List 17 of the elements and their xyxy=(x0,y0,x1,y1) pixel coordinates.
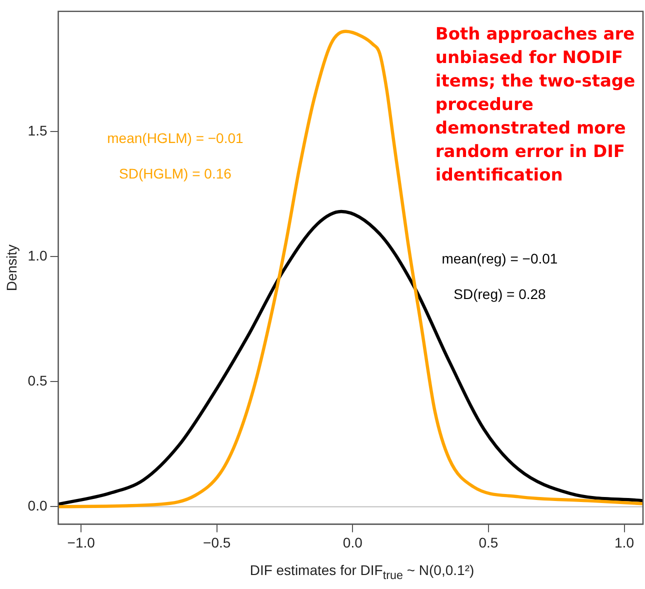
x-tick-label: 0.5 xyxy=(478,534,498,550)
x-axis-title: DIF estimates for DIF$_{true}$ ~ N(0,0.1²) xyxy=(248,562,476,582)
y-tick-label: 1.5 xyxy=(28,122,48,138)
x-tick-label: 1.0 xyxy=(614,534,634,550)
x-tick-label: −1.0 xyxy=(67,534,96,550)
line-series xyxy=(58,210,643,506)
y-tick-label: 1.0 xyxy=(28,247,48,264)
annotation: SD(reg) = 0.28 xyxy=(454,286,546,302)
annotation: Both approaches are unbiased for NODIF items; the two-stage procedure demonstrated more random error in DIF identification xyxy=(435,24,636,186)
y-tick-label: 0.0 xyxy=(28,498,48,514)
annotation: SD(HGLM) = 0.16 xyxy=(118,166,232,182)
x-tick-label: 0.0 xyxy=(342,534,363,550)
x-tick-label: −0.5 xyxy=(203,534,231,550)
annotation: mean(reg) = −0.01 xyxy=(442,250,558,266)
y-tick-label: 0.5 xyxy=(28,372,48,388)
y-axis-title: Density xyxy=(3,244,20,292)
annotation: mean(HGLM) = −0.01 xyxy=(107,130,244,146)
